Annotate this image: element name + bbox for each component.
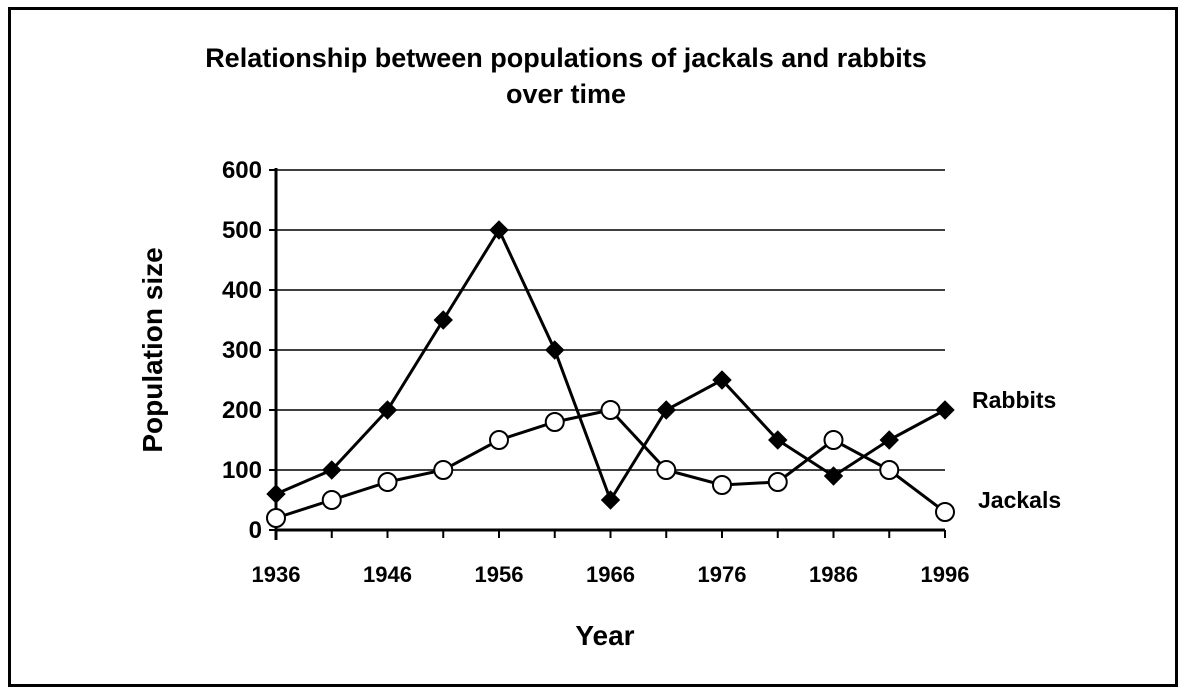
series-label-jackals: Jackals xyxy=(978,487,1061,513)
y-tick-label-600: 600 xyxy=(222,157,262,184)
x-tick-label-1986: 1986 xyxy=(809,562,858,587)
point-jackals-1936 xyxy=(266,508,286,528)
chart-frame xyxy=(8,7,1178,687)
series-label-rabbits: Rabbits xyxy=(972,387,1056,413)
x-tick-label-1976: 1976 xyxy=(698,562,747,587)
point-rabbits-1946 xyxy=(377,400,398,420)
point-rabbits-1981 xyxy=(768,430,788,450)
point-jackals-1946 xyxy=(377,472,398,492)
point-jackals-1941 xyxy=(321,490,342,510)
series-line-rabbits xyxy=(275,226,946,504)
gridlines xyxy=(276,169,945,471)
y-tick-label-100: 100 xyxy=(222,457,262,484)
y-tick-label-400: 400 xyxy=(222,277,262,304)
point-jackals-1996 xyxy=(935,502,955,522)
point-jackals-1971 xyxy=(656,460,677,480)
point-jackals-1986 xyxy=(823,430,844,450)
x-axis-label: Year xyxy=(575,620,634,651)
point-jackals-1956 xyxy=(489,430,509,450)
point-rabbits-1961 xyxy=(545,340,565,360)
point-jackals-1966 xyxy=(600,400,621,420)
x-tick-label-1946: 1946 xyxy=(363,562,412,587)
x-tick-label-1996: 1996 xyxy=(921,562,970,587)
point-rabbits-1976 xyxy=(712,370,732,390)
point-jackals-1981 xyxy=(767,472,788,492)
chart-title: Relationship between populations of jack… xyxy=(205,43,927,73)
point-rabbits-1941 xyxy=(322,460,342,480)
y-axis-label: Population size xyxy=(137,247,168,452)
point-rabbits-1996 xyxy=(935,400,955,420)
point-jackals-1976 xyxy=(712,475,732,495)
point-jackals-1951 xyxy=(433,460,454,480)
point-rabbits-1991 xyxy=(879,430,899,450)
point-jackals-1961 xyxy=(544,412,565,432)
x-tick-label-1936: 1936 xyxy=(252,562,301,587)
point-rabbits-1971 xyxy=(656,400,676,420)
point-rabbits-1956 xyxy=(489,220,509,240)
x-tick-labels: 1936 1946 1956 1966 1976 1986 1996 xyxy=(252,562,970,587)
point-jackals-1991 xyxy=(879,460,900,480)
x-tick-label-1966: 1966 xyxy=(586,562,635,587)
point-rabbits-1936 xyxy=(266,484,286,504)
axes xyxy=(269,168,946,540)
series-lines xyxy=(266,220,955,528)
y-tick-label-300: 300 xyxy=(222,337,262,364)
y-tick-label-200: 200 xyxy=(222,397,262,424)
point-rabbits-1966 xyxy=(600,490,621,510)
y-tick-label-0: 0 xyxy=(249,517,262,544)
point-rabbits-1951 xyxy=(433,310,453,330)
x-tick-label-1956: 1956 xyxy=(475,562,524,587)
chart-subtitle: over time xyxy=(506,79,626,109)
y-tick-label-500: 500 xyxy=(222,217,262,244)
point-rabbits-1986 xyxy=(823,466,844,486)
y-tick-labels: 0 100 200 300 400 500 600 xyxy=(222,157,262,544)
